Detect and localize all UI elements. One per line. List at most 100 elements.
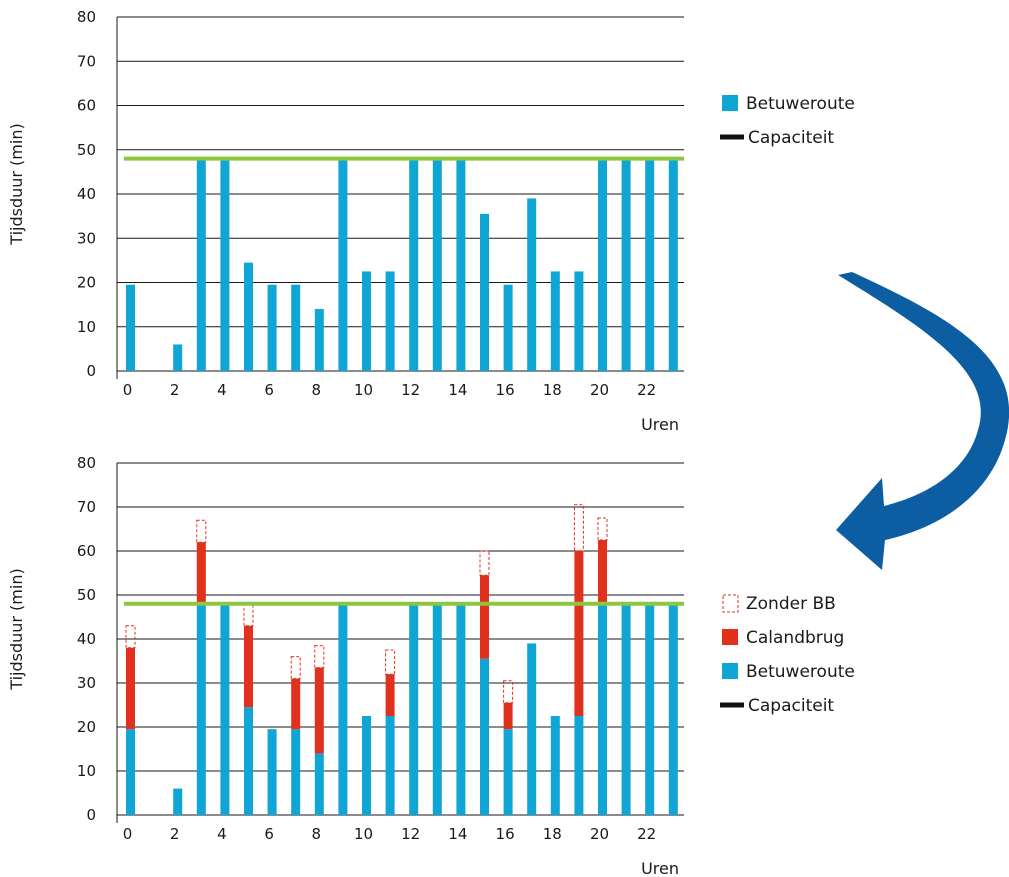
x-tick-label: 0 xyxy=(123,381,133,399)
y-tick-label: 40 xyxy=(77,185,96,203)
legend-top: Betuweroute Capaciteit xyxy=(720,94,855,148)
bar-betuweroute xyxy=(291,729,301,815)
legend-swatch xyxy=(722,663,738,679)
x-tick-label: 4 xyxy=(217,381,227,399)
bar-calandbrug xyxy=(385,674,395,716)
bar-zonder-bb xyxy=(125,625,136,649)
bar-betuweroute xyxy=(267,284,277,371)
bar-betuweroute xyxy=(503,729,513,815)
bar-betuweroute xyxy=(621,158,631,371)
bar-betuweroute xyxy=(362,271,371,371)
legend-swatch xyxy=(722,629,738,645)
x-tick-label: 22 xyxy=(637,825,656,843)
y-tick-label: 60 xyxy=(77,542,96,560)
bar-betuweroute xyxy=(456,158,466,371)
bar-zonder-bb xyxy=(243,603,254,627)
y-tick-label: 70 xyxy=(77,52,96,70)
bar-betuweroute xyxy=(385,716,395,815)
bar-betuweroute xyxy=(126,284,135,371)
bar-betuweroute xyxy=(432,603,442,815)
bar-betuweroute xyxy=(196,603,206,815)
x-tick-label: 22 xyxy=(637,381,656,399)
bar-betuweroute xyxy=(480,213,489,371)
bar-calandbrug xyxy=(503,702,513,730)
bar-betuweroute xyxy=(574,716,584,815)
bar-betuweroute xyxy=(220,603,230,815)
y-tick-label: 20 xyxy=(77,718,96,736)
y-axis-title: Tijdsduur (min) xyxy=(7,568,26,690)
y-tick-label: 70 xyxy=(77,498,96,516)
y-tick-label: 0 xyxy=(86,806,96,824)
bar-betuweroute xyxy=(550,716,560,815)
chart-betuweroute-only: 0 10 20 30 40 50 60 70 80 Tijdsduur (min) 0 2 4 6 8 10 1… xyxy=(7,8,684,434)
bar-zonder-bb xyxy=(573,504,584,552)
x-axis-title: Uren xyxy=(641,415,679,434)
bar-betuweroute xyxy=(621,603,631,815)
x-tick-label: 14 xyxy=(448,825,467,843)
legend-label: Calandbrug xyxy=(746,628,844,648)
legend-label: Betuweroute xyxy=(746,94,855,114)
bar-betuweroute xyxy=(220,158,230,371)
legend-label: Capaciteit xyxy=(748,696,834,716)
bar-betuweroute xyxy=(598,158,607,371)
bar-betuweroute xyxy=(409,603,419,815)
y-tick-label: 20 xyxy=(77,274,96,292)
legend-label: Zonder BB xyxy=(746,594,836,614)
bar-calandbrug xyxy=(196,542,206,604)
y-tick-label: 10 xyxy=(77,762,96,780)
bar-zonder-bb xyxy=(597,517,608,541)
bar-betuweroute xyxy=(503,284,513,371)
legend-label: Betuweroute xyxy=(746,662,855,682)
legend-swatch xyxy=(722,95,738,111)
bar-betuweroute xyxy=(385,271,395,371)
bar-betuweroute xyxy=(527,198,537,371)
bar-betuweroute xyxy=(362,716,371,815)
x-tick-label: 4 xyxy=(217,825,227,843)
x-tick-label: 2 xyxy=(170,825,180,843)
y-tick-label: 30 xyxy=(77,674,96,692)
bar-zonder-bb xyxy=(314,645,325,669)
bar-calandbrug xyxy=(291,678,301,730)
x-axis-title: Uren xyxy=(641,859,679,877)
bar-zonder-bb xyxy=(290,656,301,680)
legend-swatch xyxy=(720,702,744,708)
y-tick-label: 60 xyxy=(77,97,96,115)
legend-swatch xyxy=(722,594,739,613)
bar-betuweroute xyxy=(668,158,678,371)
bar-betuweroute xyxy=(314,309,324,371)
bar-betuweroute xyxy=(409,158,419,371)
bar-calandbrug xyxy=(126,647,135,730)
bar-betuweroute xyxy=(480,658,489,815)
bar-betuweroute xyxy=(173,344,183,371)
bar-calandbrug xyxy=(598,540,607,604)
y-tick-label: 10 xyxy=(77,318,96,336)
bar-calandbrug xyxy=(574,551,584,716)
x-tick-label: 12 xyxy=(401,825,420,843)
bar-calandbrug xyxy=(244,625,253,708)
bar-betuweroute xyxy=(338,158,348,371)
x-tick-label: 18 xyxy=(543,825,562,843)
x-tick-label: 8 xyxy=(312,825,322,843)
bar-betuweroute xyxy=(574,271,584,371)
y-tick-label: 50 xyxy=(77,586,96,604)
bar-calandbrug xyxy=(314,667,324,754)
bar-betuweroute xyxy=(291,284,301,371)
x-tick-label: 20 xyxy=(590,381,609,399)
x-tick-label: 10 xyxy=(354,381,373,399)
bar-betuweroute xyxy=(126,729,135,815)
bar-betuweroute xyxy=(244,262,253,371)
x-tick-label: 0 xyxy=(123,825,133,843)
y-tick-label: 80 xyxy=(77,454,96,472)
bar-betuweroute xyxy=(527,643,537,815)
bar-betuweroute xyxy=(598,603,607,815)
y-tick-label: 40 xyxy=(77,630,96,648)
x-tick-label: 6 xyxy=(264,381,274,399)
legend-bottom: Zonder BB Calandbrug Betuweroute Capaciteit xyxy=(720,594,855,716)
bar-betuweroute xyxy=(645,603,655,815)
y-tick-label: 50 xyxy=(77,141,96,159)
bar-betuweroute xyxy=(550,271,560,371)
bar-zonder-bb xyxy=(196,519,207,543)
x-tick-label: 2 xyxy=(170,381,180,399)
bar-betuweroute xyxy=(173,788,183,815)
